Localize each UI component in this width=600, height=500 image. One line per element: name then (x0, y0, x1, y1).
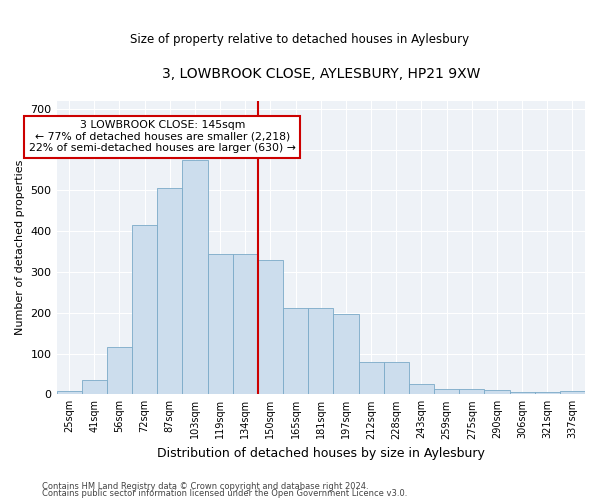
Bar (509, 392, 535, 394)
Bar (409, 384, 434, 394)
Bar (132, 225, 157, 394)
Title: 3, LOWBROOK CLOSE, AYLESBURY, HP21 9XW: 3, LOWBROOK CLOSE, AYLESBURY, HP21 9XW (161, 68, 480, 82)
Bar (157, 188, 182, 394)
Bar (56, 391, 82, 394)
Y-axis label: Number of detached properties: Number of detached properties (15, 160, 25, 335)
Bar (535, 392, 560, 394)
Bar (560, 391, 585, 394)
Text: Contains HM Land Registry data © Crown copyright and database right 2024.: Contains HM Land Registry data © Crown c… (42, 482, 368, 491)
Bar (334, 314, 359, 394)
Bar (107, 348, 132, 395)
Bar (208, 254, 233, 394)
Bar (233, 254, 258, 394)
Bar (283, 308, 308, 394)
Bar (434, 389, 459, 394)
Bar (359, 362, 383, 394)
Text: Contains public sector information licensed under the Open Government Licence v3: Contains public sector information licen… (42, 489, 407, 498)
Bar (182, 160, 208, 394)
Bar (258, 260, 283, 394)
Bar (308, 308, 334, 394)
Bar (383, 362, 409, 394)
Bar (459, 389, 484, 394)
Bar (82, 380, 107, 394)
X-axis label: Distribution of detached houses by size in Aylesbury: Distribution of detached houses by size … (157, 447, 485, 460)
Text: 3 LOWBROOK CLOSE: 145sqm
← 77% of detached houses are smaller (2,218)
22% of sem: 3 LOWBROOK CLOSE: 145sqm ← 77% of detach… (29, 120, 296, 154)
Text: Size of property relative to detached houses in Aylesbury: Size of property relative to detached ho… (130, 32, 470, 46)
Bar (484, 390, 509, 394)
